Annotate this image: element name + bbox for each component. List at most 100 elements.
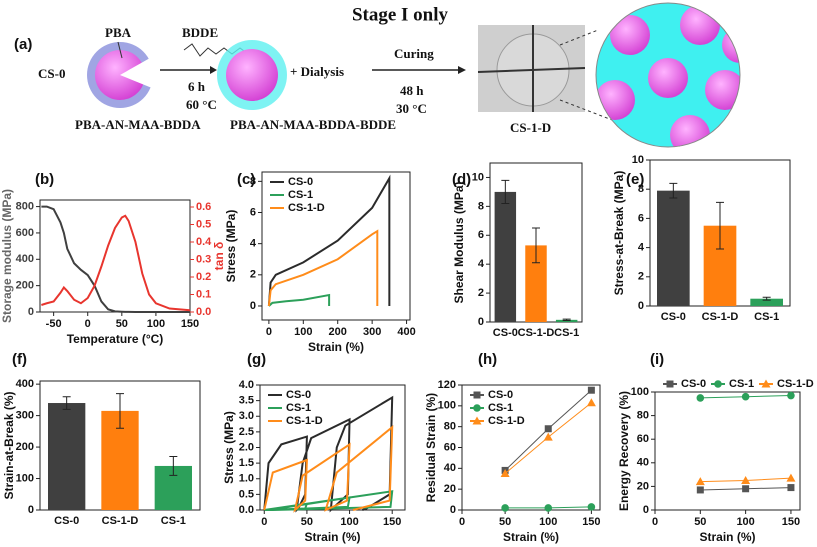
y-tick-label: 0.0 [239, 504, 254, 516]
scheme-text: 60 °C [186, 97, 217, 112]
x-tick-label: 0 [652, 516, 658, 528]
marker [742, 485, 750, 493]
scheme-text: PBA-AN-MAA-BDDA [75, 117, 201, 132]
zoom-line [559, 29, 599, 46]
marker [473, 404, 481, 412]
legend-label: CS-0 [286, 389, 311, 401]
scheme-text: Curing [394, 46, 434, 61]
y-tick-label: 8 [638, 183, 644, 195]
particle [670, 115, 710, 147]
error-bar [116, 393, 124, 429]
error-bar [501, 179, 510, 204]
y2-tick-label: 0.0 [196, 306, 211, 318]
zoom-border [595, 2, 741, 148]
y2-tick-label: 0.2 [196, 271, 211, 283]
particle [648, 58, 688, 98]
y-tick-label: 200 [16, 441, 34, 453]
marker [696, 486, 704, 494]
y-tick-label: 1.5 [239, 457, 254, 469]
marker [696, 394, 705, 402]
series-line [264, 490, 394, 511]
y-tick-label: 100 [438, 400, 456, 412]
y-tick-label: 0.5 [239, 488, 254, 500]
y-tick-label: 80 [637, 410, 649, 422]
x-tick-label: 200 [329, 326, 347, 338]
x-tick-label: 50 [694, 516, 706, 528]
error-bar [762, 296, 771, 301]
x-tick-label: 300 [363, 326, 381, 338]
y-tick-label: 6 [250, 206, 256, 218]
y-tick-label: 2 [638, 271, 644, 283]
scheme-text: 30 °C [396, 101, 427, 116]
series-line [263, 425, 394, 513]
x-tick-label: CS-1-D [518, 327, 555, 339]
y-tick-label: 3.5 [239, 395, 254, 407]
plot-frame [39, 199, 191, 313]
legend-label: CS-0 [681, 378, 706, 390]
marker [543, 432, 553, 441]
x-tick-label: 50 [301, 516, 313, 528]
x-tick-label: 150 [582, 516, 600, 528]
y2-tick-label: 0.6 [196, 201, 211, 213]
y-tick-label: 60 [444, 441, 456, 453]
x-tick-label: CS-1-D [702, 311, 739, 323]
x-axis-label: Temperature (°C) [67, 332, 164, 346]
scheme: (a) CS-0 PBA BDDE 6 h 60 °C + Dialysis P… [14, 2, 741, 148]
legend-label: CS-1 [286, 402, 311, 414]
scheme-text: PBA [105, 25, 132, 40]
x-tick-label: -50 [46, 318, 62, 330]
error-bar [532, 227, 540, 264]
y-tick-label: 0 [250, 300, 256, 312]
arrowhead [210, 66, 217, 74]
zoom-view [596, 3, 740, 147]
panel-label: (b) [35, 171, 54, 188]
x-tick-label: CS-0 [661, 311, 686, 323]
panel-label: (a) [14, 36, 32, 53]
x-axis-label: Strain (%) [699, 530, 755, 544]
plot-frame [654, 391, 801, 511]
y-tick-label: 0 [28, 504, 34, 516]
x-tick-label: 0 [459, 516, 465, 528]
y-tick-label: 4 [638, 242, 645, 254]
photo-line [477, 67, 586, 73]
series-line [267, 174, 391, 307]
panel-label: (c) [237, 171, 255, 188]
bar [657, 190, 690, 306]
y-tick-label: 4 [250, 238, 257, 250]
y-axis-label: Stress-at-Break (MPa) [612, 171, 626, 296]
marker [741, 392, 750, 401]
marker [695, 477, 705, 486]
marker [501, 504, 509, 512]
error-bar [562, 318, 571, 322]
y-tick-label: 60 [637, 433, 649, 445]
y-axis-label: Residual Strain (%) [424, 393, 438, 502]
scheme-text: + Dialysis [290, 64, 344, 79]
marker [587, 503, 596, 511]
y2-tick-label: 0.5 [196, 218, 211, 230]
y-tick-label: 0 [28, 306, 34, 318]
y-tick-label: 40 [637, 457, 649, 469]
scheme-text: 6 h [188, 79, 206, 94]
y-tick-label: 20 [637, 480, 649, 492]
y-tick-label: 0 [638, 300, 644, 312]
core [226, 49, 278, 101]
y-tick-label: 4 [478, 258, 485, 270]
bar [494, 191, 517, 322]
marker [544, 425, 552, 433]
x-tick-label: 50 [116, 318, 128, 330]
legend-label: CS-1 [488, 402, 513, 414]
marker [787, 484, 795, 492]
marker [586, 398, 596, 407]
error-bar [169, 456, 178, 476]
error-bar [62, 396, 71, 410]
error-bar [716, 201, 724, 250]
y-tick-label: 40 [444, 462, 456, 474]
panel-label: (i) [650, 351, 664, 368]
x-tick-label: 100 [539, 516, 557, 528]
marker [666, 380, 674, 388]
marker [787, 391, 795, 400]
y-tick-label: 4.0 [239, 379, 254, 391]
x-tick-label: 0 [261, 516, 267, 528]
y2-tick-label: 0.4 [196, 236, 212, 248]
marker [500, 469, 510, 478]
